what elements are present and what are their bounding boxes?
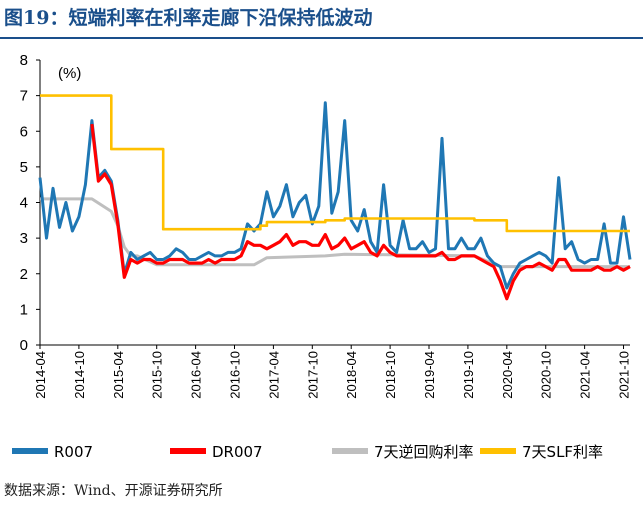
x-tick-label: 2015-10 (150, 351, 165, 399)
x-tick-label: 2019-04 (422, 351, 437, 399)
y-tick-label: 0 (20, 337, 28, 354)
y-tick-label: 3 (20, 230, 28, 247)
line-chart: 0 1 2 3 4 5 6 7 8 2014-04 2014-10 2015-04 2015-10 201… (12, 52, 632, 461)
x-tick-label: 2017-10 (305, 351, 320, 399)
y-tick-label: 2 (20, 266, 28, 283)
y-tick-label: 6 (20, 123, 28, 140)
x-tick-label: 2018-04 (344, 351, 359, 399)
x-tick-label: 2014-04 (33, 351, 48, 399)
legend-label: 7天SLF利率 (522, 443, 603, 461)
y-tick-label: 7 (20, 88, 28, 105)
unit-label: (%) (58, 65, 81, 82)
axes: 0 1 2 3 4 5 6 7 8 2014-04 2014-10 2015-04 2015-10 201… (20, 52, 632, 399)
x-tick-label: 2014-10 (72, 351, 87, 399)
x-tick-label: 2020-04 (500, 351, 515, 399)
x-tick-label: 2015-04 (111, 351, 126, 399)
series-layer (38, 94, 632, 301)
series-line-4 (40, 94, 630, 233)
legend-label: DR007 (212, 443, 263, 461)
x-tick-label: 2017-04 (266, 351, 281, 399)
legend: R007 DR007 7天逆回购利率 7天SLF利率 (12, 443, 603, 461)
x-tick-label: 2021-10 (617, 351, 632, 399)
series-line-1 (38, 101, 632, 290)
x-tick-label: 2019-10 (461, 351, 476, 399)
y-tick-label: 8 (20, 52, 28, 69)
y-tick-label: 1 (20, 301, 28, 318)
x-tick-label: 2016-10 (228, 351, 243, 399)
source-note: 数据来源：Wind、开源证券研究所 (4, 483, 223, 499)
y-tick-label: 5 (20, 159, 28, 176)
x-tick-label: 2016-04 (189, 351, 204, 399)
x-tick-label: 2018-10 (383, 351, 398, 399)
legend-label: 7天逆回购利率 (374, 443, 474, 461)
figure-title: 图19：短端利率在利率走廊下沿保持低波动 (4, 7, 373, 29)
y-tick-label: 4 (20, 195, 28, 212)
title-underline (0, 37, 643, 39)
x-tick-label: 2020-10 (539, 351, 554, 399)
series-line-3 (40, 197, 630, 269)
legend-label: R007 (54, 443, 93, 461)
x-tick-label: 2021-04 (578, 351, 593, 399)
series-line-2 (90, 123, 631, 301)
